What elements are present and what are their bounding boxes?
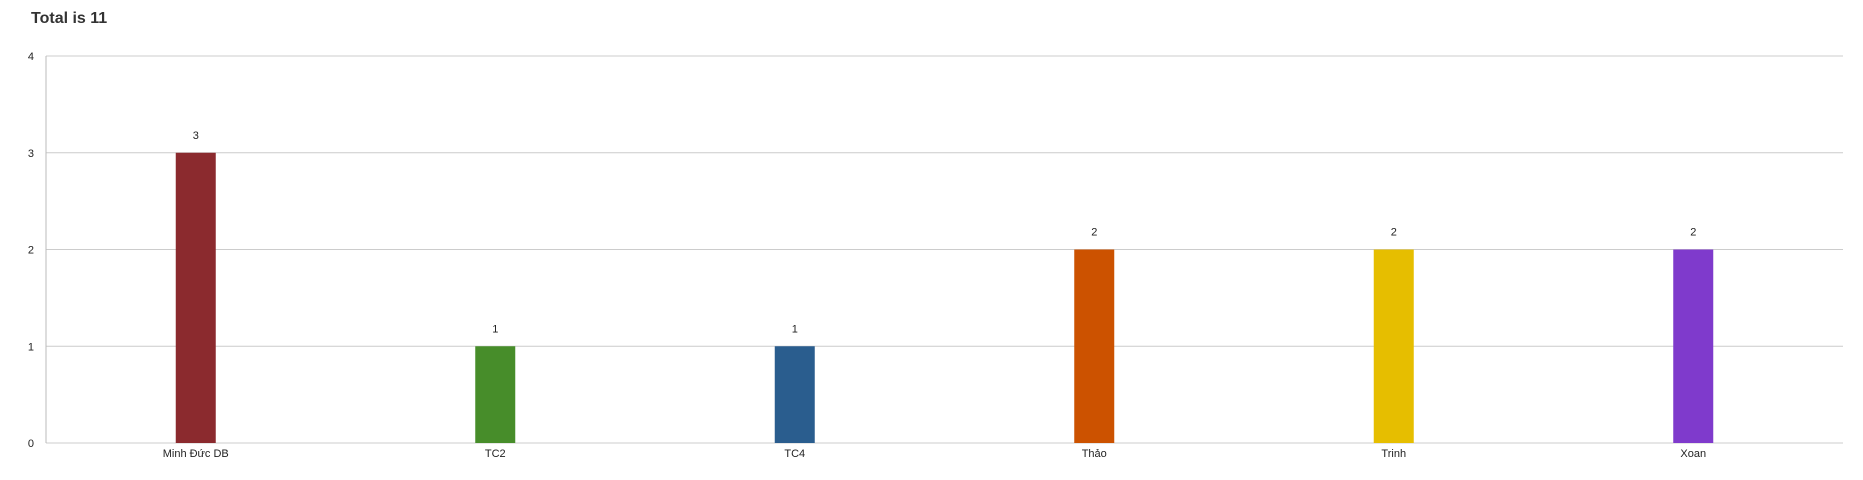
bar-0[interactable] — [175, 152, 216, 443]
grid-lines — [46, 55, 1843, 444]
y-tick-label: 1 — [28, 341, 34, 353]
y-tick-label: 0 — [28, 438, 34, 450]
data-label: 3 — [193, 130, 199, 142]
data-labels: 3 1 1 2 2 2 — [193, 130, 1697, 336]
bar-2[interactable] — [774, 346, 815, 443]
x-tick-labels: Minh Đức DB TC2 TC4 Thảo Trinh Xoan — [163, 448, 1706, 460]
x-tick-label: TC4 — [784, 448, 805, 460]
x-tick-label: Thảo — [1082, 448, 1107, 460]
x-tick-label: TC2 — [485, 448, 506, 460]
bar-5[interactable] — [1673, 249, 1714, 444]
data-label: 2 — [1690, 227, 1696, 239]
y-tick-label: 2 — [28, 245, 34, 257]
bar-1[interactable] — [475, 346, 516, 443]
bar-4[interactable] — [1373, 249, 1414, 444]
y-tick-label: 3 — [28, 148, 34, 160]
data-label: 1 — [792, 323, 798, 335]
chart-title: Total is 11 — [31, 10, 108, 27]
y-tick-labels: 0 1 2 3 4 — [28, 51, 34, 450]
x-tick-label: Trinh — [1381, 448, 1406, 460]
y-tick-label: 4 — [28, 51, 34, 63]
x-tick-label: Xoan — [1680, 448, 1706, 460]
bars — [175, 152, 1714, 444]
data-label: 2 — [1091, 227, 1097, 239]
data-label: 2 — [1391, 227, 1397, 239]
x-tick-label: Minh Đức DB — [163, 448, 229, 460]
data-label: 1 — [492, 323, 498, 335]
bar-3[interactable] — [1074, 249, 1115, 444]
